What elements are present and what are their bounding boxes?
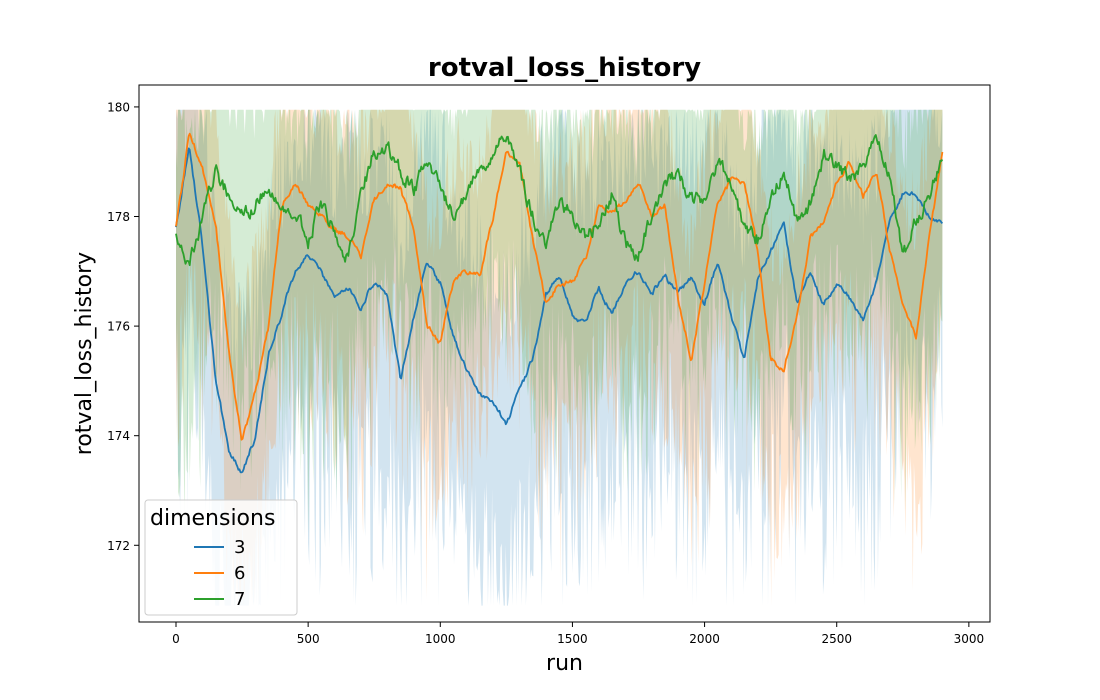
series-lines [175,132,944,474]
x-tick-label-2000: 2000 [689,632,720,646]
legend-label-7: 7 [234,589,245,610]
x-tick-label-3000: 3000 [954,632,985,646]
x-tick-label-2500: 2500 [821,632,852,646]
legend-box [144,499,298,616]
line-series-7 [175,134,944,267]
y-tick-label-180: 180 [107,100,130,114]
plot-frame [138,84,991,623]
y-tick-label-174: 174 [107,429,130,443]
line-series-6 [175,132,944,441]
y-tick-label-178: 178 [107,210,130,224]
x-tick-label-500: 500 [297,632,320,646]
legend-label-3: 3 [234,537,245,558]
x-axis-label: run [546,651,583,676]
legend-items: 3 6 7 [194,537,245,610]
chart-title: rotval_loss_history [428,53,701,83]
legend-title: dimensions [150,506,275,531]
y-tick-label-176: 176 [107,320,130,334]
legend-label-6: 6 [234,563,245,584]
band-series-6 [176,109,943,606]
x-tick-label-0: 0 [172,632,180,646]
y-axis-label: rotval_loss_history [72,252,97,455]
y-tick-label-172: 172 [107,539,130,553]
band-series-3 [176,109,943,606]
x-tick-label-1500: 1500 [557,632,588,646]
y-axis-ticks: 172 174 176 178 180 [107,100,139,553]
legend: dimensions 3 6 7 [144,499,298,616]
x-tick-label-1000: 1000 [425,632,456,646]
x-axis-ticks: 0 500 1000 1500 2000 2500 3000 [172,622,984,646]
line-series-3 [175,147,944,474]
